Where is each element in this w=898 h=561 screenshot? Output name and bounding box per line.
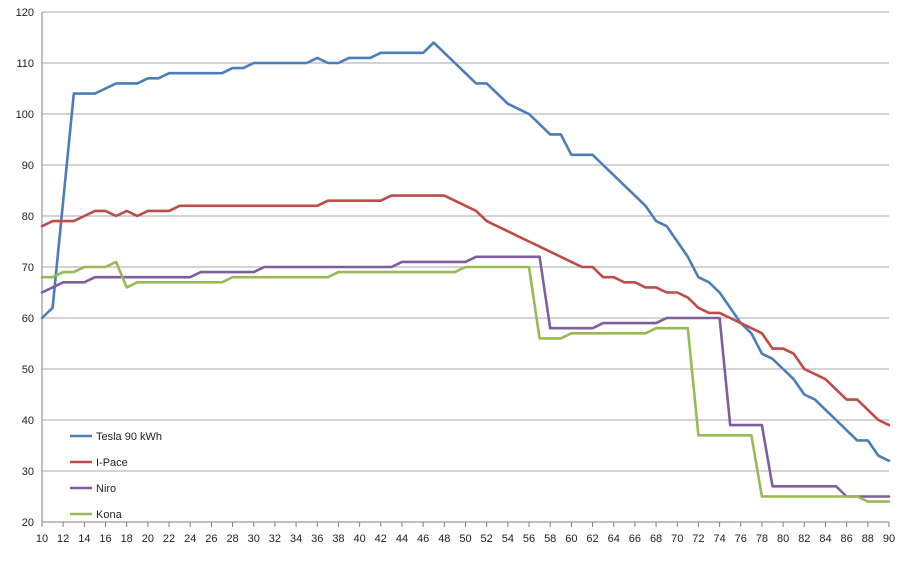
x-tick-label: 16 [99, 533, 111, 545]
x-tick-label: 12 [57, 533, 69, 545]
x-tick-label: 14 [78, 533, 90, 545]
y-tick-label: 30 [22, 466, 34, 478]
y-tick-label: 20 [22, 517, 34, 529]
x-tick-label: 88 [862, 533, 874, 545]
x-tick-label: 56 [523, 533, 535, 545]
legend-label: Tesla 90 kWh [96, 431, 162, 443]
x-tick-label: 64 [608, 533, 620, 545]
legend-label: I-Pace [96, 457, 128, 469]
x-tick-label: 28 [226, 533, 238, 545]
x-tick-label: 32 [269, 533, 281, 545]
x-tick-labels: 10 12 14 16 18 20 22 24 26 28 30 32 34 36 38 40 42 44 46 48… [36, 533, 895, 545]
x-tick-label: 62 [586, 533, 598, 545]
series-line-niro [40, 255, 891, 498]
x-tick-label: 24 [184, 533, 196, 545]
x-tick-label: 52 [481, 533, 493, 545]
axes [41, 12, 890, 527]
x-tick-label: 74 [713, 533, 725, 545]
legend-label: Kona [96, 509, 123, 521]
x-tick-label: 34 [290, 533, 302, 545]
x-tick-label: 18 [121, 533, 133, 545]
y-tick-label: 80 [22, 211, 34, 223]
x-tick-label: 26 [205, 533, 217, 545]
x-tick-label: 60 [565, 533, 577, 545]
x-tick-label: 48 [438, 533, 450, 545]
x-tick-label: 76 [735, 533, 747, 545]
legend-label: Niro [96, 483, 116, 495]
series-line-i-pace [40, 194, 891, 427]
x-tick-label: 22 [163, 533, 175, 545]
x-tick-label: 72 [692, 533, 704, 545]
y-tick-label: 70 [22, 262, 34, 274]
y-tick-label: 50 [22, 364, 34, 376]
x-tick-label: 80 [777, 533, 789, 545]
x-tick-label: 38 [332, 533, 344, 545]
y-tick-label: 110 [16, 58, 34, 70]
gridlines [42, 11, 889, 472]
x-tick-label: 20 [142, 533, 154, 545]
y-tick-label: 120 [16, 7, 34, 19]
x-tick-label: 42 [375, 533, 387, 545]
x-tick-label: 68 [650, 533, 662, 545]
x-tick-label: 50 [459, 533, 471, 545]
legend: Tesla 90 kWh I-Pace Niro Kona [70, 431, 162, 521]
y-tick-label: 100 [16, 109, 34, 121]
x-tick-label: 36 [311, 533, 323, 545]
x-tick-label: 46 [417, 533, 429, 545]
x-tick-label: 30 [248, 533, 260, 545]
y-tick-labels: 20 30 40 50 60 70 80 90 100 110 120 [16, 7, 34, 529]
x-tick-label: 78 [756, 533, 768, 545]
x-tick-label: 84 [819, 533, 831, 545]
x-tick-label: 66 [629, 533, 641, 545]
x-tick-label: 54 [502, 533, 514, 545]
y-tick-label: 60 [22, 313, 34, 325]
x-tick-label: 86 [841, 533, 853, 545]
x-tick-label: 58 [544, 533, 556, 545]
y-tick-label: 40 [22, 415, 34, 427]
series-lines [40, 41, 891, 503]
series-line-kona [40, 260, 891, 503]
x-tick-label: 82 [798, 533, 810, 545]
x-tick-label: 40 [354, 533, 366, 545]
x-tick-label: 90 [883, 533, 895, 545]
series-line-tesla-90-kwh [40, 41, 891, 463]
x-tick-label: 10 [36, 533, 48, 545]
x-tick-label: 44 [396, 533, 408, 545]
y-tick-label: 90 [22, 160, 34, 172]
x-tick-label: 70 [671, 533, 683, 545]
